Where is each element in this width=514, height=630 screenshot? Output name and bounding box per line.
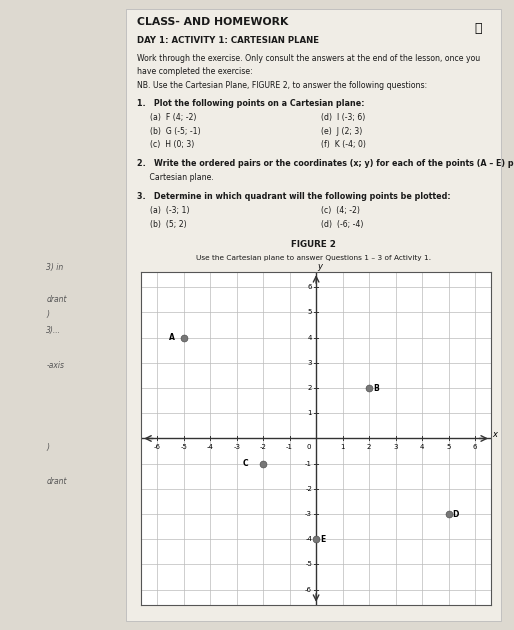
Text: (a)  (-3; 1): (a) (-3; 1)	[150, 206, 190, 215]
Text: 4: 4	[420, 444, 424, 450]
Text: 2: 2	[308, 385, 312, 391]
Text: (c)  (4; -2): (c) (4; -2)	[321, 206, 360, 215]
Text: B: B	[373, 384, 379, 392]
Text: NB. Use the Cartesian Plane, FIGURE 2, to answer the following questions:: NB. Use the Cartesian Plane, FIGURE 2, t…	[137, 81, 427, 90]
Text: 3)...: 3)...	[46, 326, 61, 335]
Text: Work through the exercise. Only consult the answers at the end of the lesson, on: Work through the exercise. Only consult …	[137, 54, 481, 62]
Text: A: A	[169, 333, 174, 342]
Text: -5: -5	[305, 561, 312, 568]
Text: drant: drant	[46, 295, 67, 304]
Text: ): )	[46, 443, 49, 452]
Text: C: C	[243, 459, 249, 468]
Text: -4: -4	[305, 536, 312, 542]
Text: -2: -2	[260, 444, 267, 450]
Text: ): )	[46, 311, 49, 319]
Text: (a)  F (4; -2): (a) F (4; -2)	[150, 113, 196, 122]
Text: Use the Cartesian plane to answer Questions 1 – 3 of Activity 1.: Use the Cartesian plane to answer Questi…	[196, 255, 431, 261]
Text: (b)  G (-5; -1): (b) G (-5; -1)	[150, 127, 200, 135]
Text: 3.   Determine in which quadrant will the following points be plotted:: 3. Determine in which quadrant will the …	[137, 192, 451, 201]
Text: (c)  H (0; 3): (c) H (0; 3)	[150, 140, 194, 149]
Text: E: E	[320, 535, 325, 544]
FancyBboxPatch shape	[126, 9, 501, 621]
Text: D: D	[452, 510, 459, 518]
Text: 0: 0	[307, 444, 311, 450]
Text: drant: drant	[46, 478, 67, 486]
Text: (d)  I (-3; 6): (d) I (-3; 6)	[321, 113, 365, 122]
Text: -3: -3	[305, 511, 312, 517]
Text: 2.   Write the ordered pairs or the coordinates (x; y) for each of the points (A: 2. Write the ordered pairs or the coordi…	[137, 159, 514, 168]
Text: y: y	[318, 263, 323, 272]
Text: have completed the exercise:: have completed the exercise:	[137, 67, 253, 76]
Text: 3: 3	[393, 444, 398, 450]
Text: 2: 2	[367, 444, 371, 450]
Text: -5: -5	[180, 444, 187, 450]
Text: CLASS- AND HOMEWORK: CLASS- AND HOMEWORK	[137, 17, 289, 27]
Text: Cartesian plane.: Cartesian plane.	[137, 173, 214, 182]
Text: -1: -1	[305, 461, 312, 467]
Text: -1: -1	[286, 444, 293, 450]
Text: 4: 4	[308, 335, 312, 341]
Text: (f)  K (-4; 0): (f) K (-4; 0)	[321, 140, 366, 149]
Text: -axis: -axis	[46, 361, 64, 370]
Text: 5: 5	[446, 444, 451, 450]
Text: -6: -6	[305, 587, 312, 593]
Text: 6: 6	[473, 444, 477, 450]
Text: 1: 1	[308, 410, 312, 416]
Text: (b)  (5; 2): (b) (5; 2)	[150, 220, 187, 229]
Text: 3: 3	[308, 360, 312, 366]
Text: (e)  J (2; 3): (e) J (2; 3)	[321, 127, 362, 135]
Text: (d)  (-6; -4): (d) (-6; -4)	[321, 220, 363, 229]
Text: -3: -3	[233, 444, 240, 450]
Text: 1: 1	[340, 444, 345, 450]
Text: -4: -4	[207, 444, 214, 450]
Text: -2: -2	[305, 486, 312, 492]
Text: DAY 1: ACTIVITY 1: CARTESIAN PLANE: DAY 1: ACTIVITY 1: CARTESIAN PLANE	[137, 36, 319, 45]
Text: 6: 6	[308, 284, 312, 290]
Text: x: x	[492, 430, 497, 439]
Text: 🎓: 🎓	[474, 22, 482, 35]
Text: FIGURE 2: FIGURE 2	[291, 240, 336, 249]
Text: 3) in: 3) in	[46, 263, 64, 272]
Text: 1.   Plot the following points on a Cartesian plane:: 1. Plot the following points on a Cartes…	[137, 99, 365, 108]
Text: -6: -6	[154, 444, 161, 450]
Text: 5: 5	[308, 309, 312, 316]
